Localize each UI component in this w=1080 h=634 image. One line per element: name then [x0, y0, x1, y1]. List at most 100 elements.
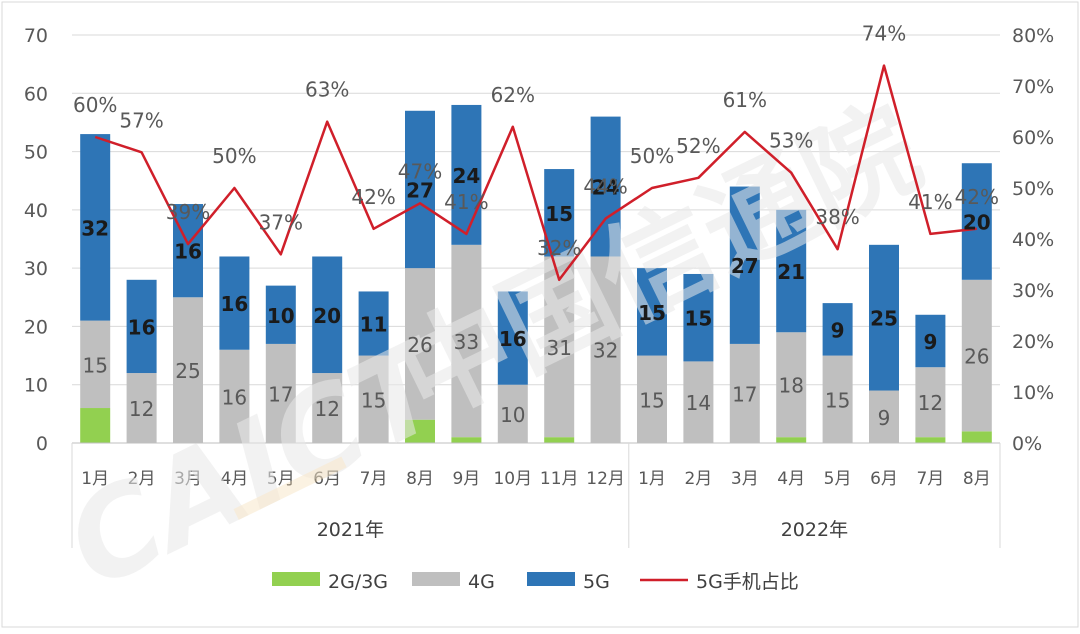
y-left-tick-label: 0: [36, 433, 48, 455]
bar-5g: [915, 314, 946, 368]
x-tick-label: 7月: [916, 469, 944, 489]
bar-2g-3g: [405, 419, 435, 443]
bar-4g: [126, 373, 157, 443]
label-4g: 12: [129, 397, 154, 421]
label-5g-share: 32%: [537, 236, 581, 260]
x-tick-label: 4月: [777, 469, 805, 489]
label-5g-share: 62%: [491, 83, 535, 107]
bar-5g: [961, 163, 992, 280]
x-tick-label: 5月: [824, 469, 852, 489]
label-5g-share: 41%: [908, 190, 952, 214]
x-tick-label: 7月: [360, 469, 388, 489]
label-4g: 15: [825, 388, 850, 412]
bar-4g: [497, 384, 528, 443]
label-4g: 14: [686, 391, 711, 415]
label-4g: 26: [407, 333, 432, 357]
label-4g: 31: [546, 336, 571, 360]
y-right-tick-label: 80%: [1012, 25, 1054, 47]
bar-5g: [80, 134, 111, 321]
bar-2g-3g: [80, 408, 111, 443]
label-5g-share: 61%: [723, 88, 767, 112]
bar-4g: [729, 343, 760, 443]
bar-2g-3g: [961, 431, 992, 443]
label-5g-share: 50%: [212, 144, 256, 168]
bar-2g-3g: [451, 437, 482, 443]
y-left-tick-label: 40: [24, 200, 48, 222]
label-5g: 27: [406, 178, 434, 202]
label-5g: 9: [923, 330, 937, 354]
label-4g: 33: [454, 330, 479, 354]
label-5g-share: 60%: [73, 93, 117, 117]
y-left-tick-label: 70: [24, 25, 48, 47]
label-5g: 27: [731, 254, 759, 278]
label-5g-share: 37%: [259, 210, 303, 234]
bar-4g: [358, 355, 389, 443]
bar-4g: [312, 373, 343, 443]
label-5g-share: 50%: [630, 144, 674, 168]
bar-5g: [358, 291, 389, 356]
label-5g: 20: [963, 211, 991, 235]
right-axis-ticks: 0% 10% 20% 30% 40% 50% 60% 70% 80%: [1012, 25, 1054, 455]
bar-5g: [869, 244, 899, 391]
label-5g-share: 57%: [119, 108, 163, 132]
y-right-tick-label: 0%: [1012, 433, 1042, 455]
bar-4g: [961, 279, 992, 432]
label-5g-share: 42%: [955, 185, 999, 209]
label-5g: 16: [499, 327, 527, 351]
legend-label: 5G手机占比: [696, 571, 799, 593]
y-right-tick-label: 70%: [1012, 76, 1054, 98]
x-axis: 1月 2月 3月 4月 5月 6月 7月 8月 9月 10月 11月 12月 1月 2月 3月 4月 5月 6月 7…: [71, 442, 1001, 548]
x-tick-label: 1月: [81, 469, 109, 489]
bar-5g: [544, 169, 575, 257]
bar-5g: [126, 279, 157, 374]
x-tick-label: 11月: [540, 469, 579, 489]
label-4g: 15: [361, 388, 386, 412]
watermark-stripe: [233, 456, 347, 520]
bar-5g: [729, 186, 760, 344]
x-tick-label: 3月: [174, 469, 202, 489]
data-labels: 15 32 60% 12 16 57% 25 16 39% 16 16 50% 17 10 37% 12 20 6…: [73, 22, 999, 430]
label-5g: 25: [870, 307, 898, 331]
y-left-tick-label: 30: [24, 258, 48, 280]
legend: 2G/3G 4G 5G 5G手机占比: [272, 571, 799, 593]
bar-2g-3g: [776, 437, 807, 443]
label-4g: 12: [918, 391, 943, 415]
bar-4g: [265, 343, 296, 443]
y-right-tick-label: 20%: [1012, 331, 1054, 353]
bar-4g: [173, 297, 203, 443]
bar-5g: [312, 256, 343, 374]
label-5g: 15: [684, 307, 712, 331]
legend-label: 4G: [468, 571, 495, 593]
bar-4g: [683, 361, 714, 443]
label-4g: 10: [500, 403, 525, 427]
bar-4g: [915, 367, 946, 438]
label-4g: 16: [222, 385, 247, 409]
label-4g: 17: [732, 382, 757, 406]
bar-4g: [80, 320, 111, 409]
x-tick-label: 6月: [313, 469, 341, 489]
bar-4g: [637, 355, 667, 443]
bar-4g: [590, 256, 621, 443]
label-4g: 17: [268, 382, 293, 406]
label-4g: 15: [639, 388, 664, 412]
x-tick-label: 3月: [731, 469, 759, 489]
x-tick-label: 2月: [684, 469, 712, 489]
bar-4g: [869, 390, 899, 443]
label-5g: 24: [592, 176, 620, 200]
bar-5g: [776, 209, 807, 333]
label-5g: 32: [81, 216, 109, 240]
share-line: [94, 64, 977, 282]
x-group-label: 2021年: [317, 519, 384, 541]
label-4g: 9: [878, 406, 891, 430]
bar-5g: [219, 256, 250, 350]
bar-4g: [822, 355, 853, 443]
x-tick-label: 12月: [586, 469, 625, 489]
bar-5g: [173, 204, 203, 298]
label-5g-share: 52%: [676, 134, 720, 158]
bar-5g: [451, 104, 482, 245]
label-5g: 15: [638, 301, 666, 325]
label-5g: 16: [220, 292, 248, 316]
label-5g-share: 42%: [351, 185, 395, 209]
x-tick-label: 8月: [963, 469, 991, 489]
label-5g: 24: [452, 164, 480, 188]
